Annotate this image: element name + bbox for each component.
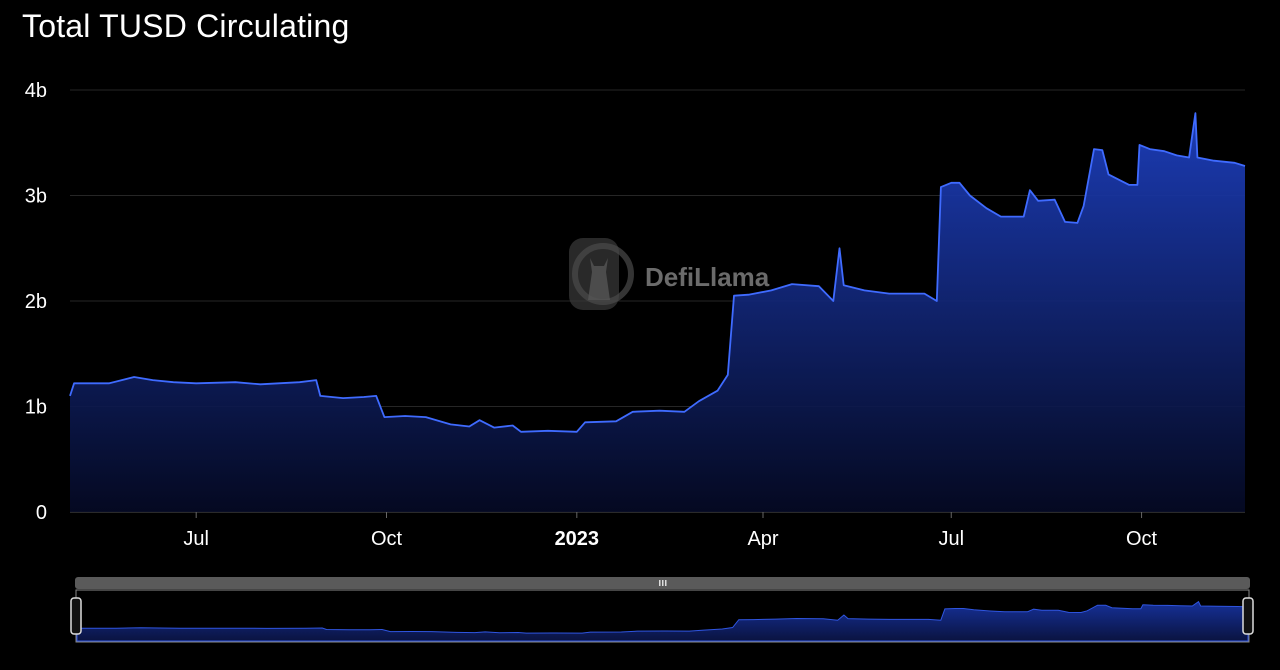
llama-logo-icon: [569, 238, 634, 310]
y-tick-label: 2b: [25, 291, 47, 313]
y-tick-label: 4b: [25, 80, 47, 102]
x-tick-label: Oct: [371, 528, 403, 550]
zoom-handle-right[interactable]: [1242, 597, 1254, 635]
y-axis: 0 1b 2b 3b 4b: [25, 80, 47, 524]
series-line: [69, 112, 1246, 433]
watermark: DefiLlama: [569, 238, 770, 310]
zoom-handle-left[interactable]: [70, 597, 82, 635]
y-tick-label: 0: [36, 502, 47, 524]
y-tick-label: 1b: [25, 397, 47, 419]
x-tick-label: Jul: [938, 528, 964, 550]
y-tick-label: 3b: [25, 186, 47, 208]
series-area: [70, 113, 1245, 512]
zoom-preview: [76, 600, 1249, 642]
x-axis: Jul Oct 2023 Apr Jul Oct: [183, 512, 1158, 550]
chart-title: Total TUSD Circulating: [22, 8, 350, 44]
x-tick-label: Apr: [747, 528, 778, 550]
x-tick-label: Oct: [1126, 528, 1158, 550]
x-tick-label: Jul: [183, 528, 209, 550]
zoom-slider[interactable]: [70, 577, 1254, 643]
watermark-text: DefiLlama: [645, 262, 770, 292]
x-tick-label: 2023: [555, 528, 600, 550]
grip-icon[interactable]: [659, 580, 667, 586]
zoom-preview-area: [76, 600, 1249, 642]
